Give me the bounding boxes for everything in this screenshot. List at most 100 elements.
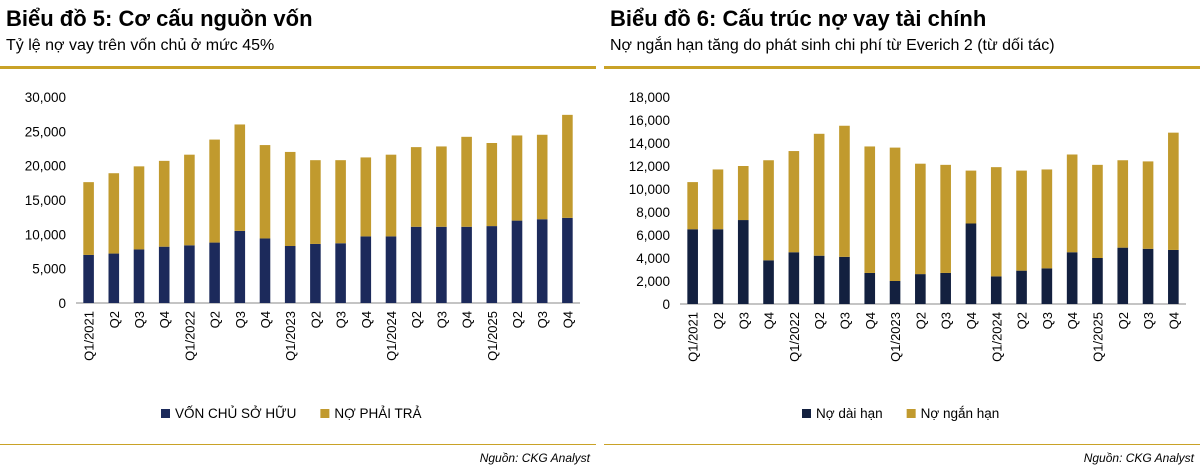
x-tick-label: Q3 [736,312,751,329]
x-tick-label: Q2 [308,311,323,328]
bar-segment-upper [965,170,977,224]
bar-segment-lower [1041,268,1053,304]
x-tick-label: Q2 [913,312,928,329]
bar-segment-upper [1041,169,1053,269]
bar-segment-lower [864,272,876,304]
bar-segment-lower [1016,270,1027,304]
bar-segment-upper [737,166,749,221]
bar-segment-upper [184,154,195,246]
bar-segment-upper [133,166,145,250]
bar-segment-lower [259,238,271,303]
x-tick-label: Q1/2024 [384,311,399,361]
x-tick-label: Q4 [762,312,777,329]
bar-segment-upper [158,160,170,247]
bar-segment-upper [83,182,94,255]
bar-segment-lower [839,256,850,304]
footer-rule [0,444,596,445]
bar-segment-upper [259,145,271,239]
chart-svg-debt-structure: 0 2,000 4,000 6,000 8,000 10,000 12,000 14,000 1… [629,90,1186,421]
bar-segment-upper [562,114,573,218]
y-tick-label: 0 [58,296,66,311]
x-tick-label: Q3 [1141,312,1156,329]
bar-segment-upper [310,160,321,244]
bar-segment-lower [486,226,498,303]
bar-segment-upper [1142,161,1154,249]
bar-segment-upper [1066,154,1078,253]
bar-segment-upper [486,143,498,227]
x-tick-label: Q2 [1116,312,1131,329]
y-tick-label: 6,000 [636,228,670,243]
bar-segment-upper [712,169,724,230]
bar-segment-lower [360,236,372,303]
x-tick-label: Q3 [535,311,550,328]
bar-segment-upper [108,173,120,254]
x-tick-label: Q2 [1015,312,1030,329]
bar-segment-upper [284,151,296,247]
x-tick-label: Q1/2022 [787,312,802,362]
bar-segment-lower [410,226,422,303]
x-tick-label: Q1/2022 [182,311,197,361]
legend-label: Nợ dài hạn [816,406,883,421]
bar-segment-lower [1092,258,1103,304]
bar-segment-upper [209,139,220,243]
bar-segment-upper [687,182,698,230]
title-rule [604,66,1200,69]
bar-segment-upper [1117,160,1129,248]
title-rule [0,66,596,69]
legend-swatch [906,409,916,418]
y-tick-label: 18,000 [629,90,670,105]
bar-segment-lower [712,229,724,304]
chart-svg-capital-structure: 0 5,000 10,000 15,000 20,000 25,000 30,000 Q1/2… [25,90,580,421]
x-tick-label: Q4 [560,311,575,328]
x-tick-label: Q3 [1040,312,1055,329]
bar-segment-lower [1117,247,1129,304]
bar-segment-lower [687,229,698,304]
x-tick-label: Q2 [711,312,726,329]
bar-segment-lower [385,236,397,303]
bar-segment-upper [511,135,523,221]
y-tick-label: 14,000 [629,136,670,151]
bar-segment-lower [284,246,296,303]
x-tick-label: Q4 [359,311,374,328]
bar-segment-upper [915,163,926,275]
bar-segment-upper [1016,170,1027,271]
x-tick-label: Q1/2023 [283,311,298,361]
bar-segment-lower [158,246,170,303]
bar-segment-lower [511,220,523,303]
bar-segment-lower [915,274,926,304]
y-tick-label: 25,000 [25,124,66,139]
y-tick-label: 30,000 [25,90,66,105]
x-tick-label: Q2 [510,311,525,328]
y-tick-label: 20,000 [25,159,66,174]
x-tick-label: Q1/2025 [485,311,500,361]
bar-segment-upper [864,146,876,273]
x-tick-label: Q4 [258,311,273,328]
bar-segment-upper [461,136,472,227]
footer-rule [604,444,1200,445]
y-tick-label: 5,000 [32,262,66,277]
chart-title: Biểu đồ 6: Cấu trúc nợ vay tài chính [610,6,987,31]
bar-segment-upper [360,157,372,237]
x-tick-label: Q1/2021 [686,312,701,362]
x-tick-label: Q2 [812,312,827,329]
bar-segment-lower [788,252,800,304]
x-tick-label: Q1/2023 [888,312,903,362]
x-tick-label: Q3 [837,312,852,329]
legend-label: NỢ PHẢI TRẢ [334,406,421,421]
x-tick-label: Q4 [964,312,979,329]
legend-swatch [320,409,330,418]
y-tick-label: 15,000 [25,193,66,208]
x-tick-label: Q2 [208,311,223,328]
y-tick-label: 10,000 [629,182,670,197]
legend-label: VỐN CHỦ SỞ HỮU [175,406,296,421]
source-note: Nguồn: CKG Analyst [479,451,590,465]
bar-segment-lower [562,217,573,303]
source-note: Nguồn: CKG Analyst [1083,451,1194,465]
bar-segment-upper [1168,132,1179,250]
bar-segment-lower [461,226,472,303]
bar-segment-upper [788,151,800,253]
bar-segment-upper [385,154,397,237]
bar-segment-lower [436,226,447,303]
legend-label: Nợ ngắn hạn [921,406,1000,421]
y-tick-label: 16,000 [629,113,670,128]
